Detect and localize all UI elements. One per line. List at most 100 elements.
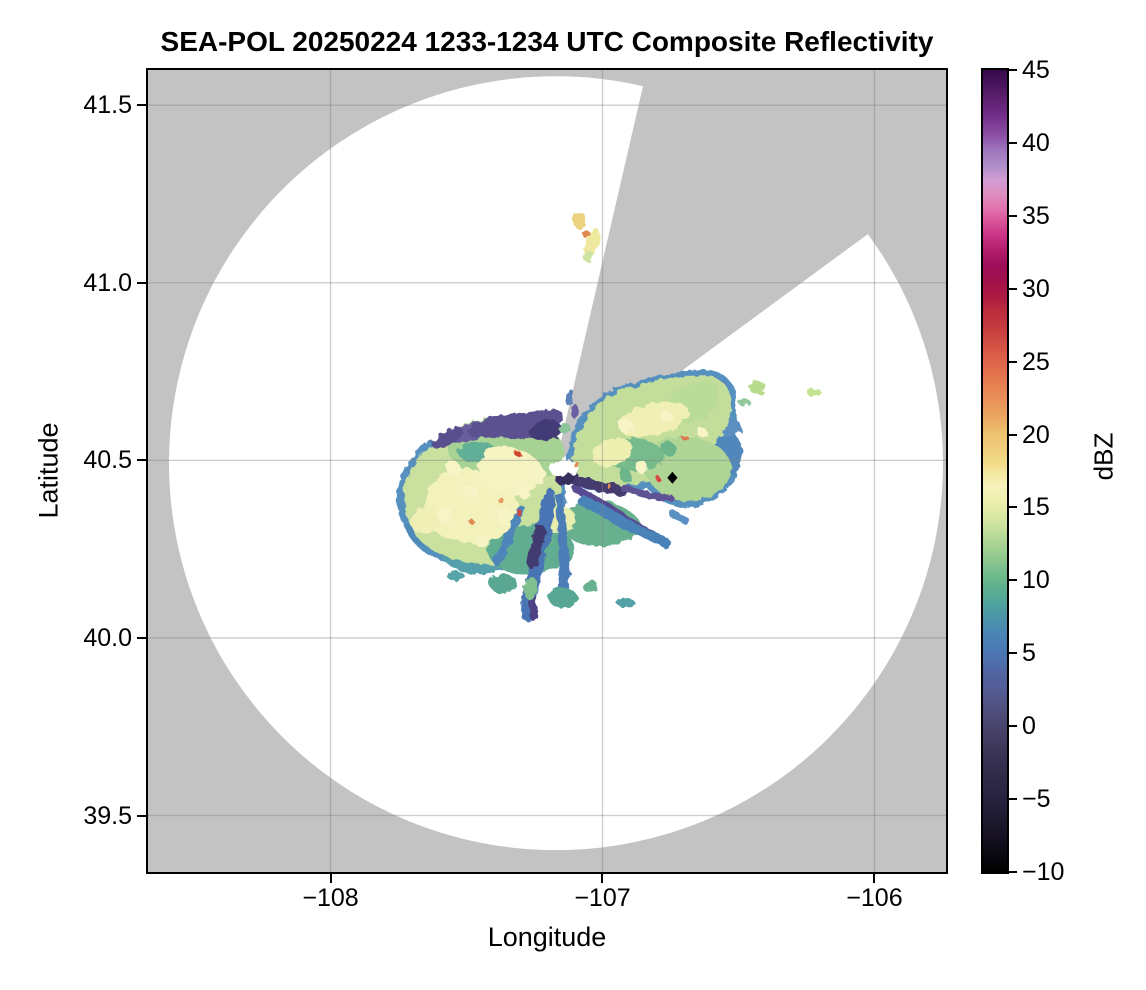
echo-blob <box>624 399 686 441</box>
colorbar-tick-label: 40 <box>1022 128 1050 157</box>
echo-blob <box>406 504 443 533</box>
echo-radial-streak <box>555 493 572 605</box>
colorbar-label: dBZ <box>1088 432 1119 481</box>
y-tick-mark <box>137 636 146 639</box>
y-tick-label: 40.5 <box>83 446 132 475</box>
x-tick-label: −106 <box>846 884 903 912</box>
echo-radial-streak <box>526 523 546 569</box>
x-tick-label: −107 <box>574 884 631 912</box>
echo-blob <box>659 409 671 422</box>
colorbar <box>981 68 1009 874</box>
colorbar-tick-label: 20 <box>1022 420 1050 449</box>
site-marker <box>667 471 678 484</box>
echo-blob <box>465 486 478 499</box>
echo-isolated-cell <box>585 252 595 265</box>
echo-isolated-cell <box>571 209 584 227</box>
echo-blob <box>448 463 463 478</box>
echo-isolated-cell <box>580 228 589 237</box>
y-tick-label: 40.0 <box>83 623 132 652</box>
colorbar-tick-label: 10 <box>1022 566 1050 595</box>
echo-blob <box>525 418 562 438</box>
colorbar-tick-mark <box>1009 214 1017 217</box>
echo-speck <box>607 484 613 490</box>
plot-title: SEA-POL 20250224 1233-1234 UTC Composite… <box>160 26 934 57</box>
y-tick-label: 39.5 <box>83 801 132 830</box>
echo-radial-streak <box>491 501 522 565</box>
echo-blob <box>695 425 705 436</box>
colorbar-tick-mark <box>1009 506 1017 509</box>
echo-blob <box>564 388 575 406</box>
echo-south-cell <box>450 572 466 585</box>
colorbar-tick-mark <box>1009 433 1017 436</box>
radar-map <box>148 70 946 872</box>
reflectivity-echo <box>396 209 821 623</box>
colorbar-tick-label: −10 <box>1022 858 1065 886</box>
missing-sector-wedge <box>555 70 946 464</box>
echo-blob <box>662 442 677 458</box>
colorbar-tick-label: 45 <box>1022 56 1050 84</box>
gridlines <box>148 70 946 872</box>
echo-radial-streak <box>571 475 628 498</box>
echo-speck <box>572 460 578 467</box>
echo-blob <box>493 505 508 520</box>
y-tick-mark <box>137 104 146 107</box>
y-tick-mark <box>137 459 146 462</box>
echo-south-cell <box>489 573 517 594</box>
colorbar-tick-mark <box>1009 69 1017 71</box>
echo-south-cell <box>524 577 539 602</box>
echo-blob <box>437 506 453 524</box>
colorbar-tick-mark <box>1009 141 1017 144</box>
echo-speck <box>467 517 473 523</box>
colorbar-tick-label: 25 <box>1022 347 1050 376</box>
echo-isolated-cell <box>584 226 600 261</box>
x-tick-mark <box>873 874 876 883</box>
echo-blob <box>593 441 637 469</box>
colorbar-tick-mark <box>1009 871 1017 873</box>
x-tick-label: −108 <box>302 884 359 912</box>
echo-radial-streak <box>579 497 668 546</box>
echo-blob <box>474 534 487 547</box>
echo-blob <box>469 407 563 441</box>
colorbar-tick-mark <box>1009 287 1017 290</box>
colorbar-tick-label: 15 <box>1022 493 1050 522</box>
y-tick-label: 41.0 <box>83 268 132 297</box>
y-tick-label: 41.5 <box>83 91 132 120</box>
echo-south-cell <box>552 589 580 613</box>
colorbar-tick-mark <box>1009 725 1017 728</box>
echo-speck <box>657 477 663 483</box>
x-axis-label: Longitude <box>487 922 607 952</box>
echo-blob <box>515 485 526 496</box>
y-tick-mark <box>137 814 146 817</box>
colorbar-tick-label: −5 <box>1022 785 1051 814</box>
echo-blob <box>571 404 580 420</box>
plot-area <box>146 68 948 874</box>
echo-blob <box>638 464 651 477</box>
echo-blob <box>622 472 635 485</box>
colorbar-tick-mark <box>1009 579 1017 582</box>
colorbar-tick-mark <box>1009 360 1017 363</box>
colorbar-tick-label: 0 <box>1022 712 1036 741</box>
echo-south-cell <box>616 597 635 608</box>
echo-south-cell <box>582 580 598 593</box>
echo-isolated-cell <box>805 386 821 397</box>
echo-isolated-cell <box>749 382 768 395</box>
echo-blob <box>558 423 571 433</box>
colorbar-tick-mark <box>1009 798 1017 801</box>
echo-blob <box>622 423 638 438</box>
echo-blob <box>433 427 465 451</box>
echo-speck <box>512 506 519 512</box>
echo-speck <box>682 435 689 441</box>
echo-radial-streak <box>665 506 687 522</box>
missing-data-sector <box>555 70 946 464</box>
colorbar-tick-label: 30 <box>1022 274 1050 303</box>
colorbar-tick-label: 35 <box>1022 201 1050 230</box>
y-tick-mark <box>137 281 146 284</box>
echo-isolated-cell <box>738 398 751 407</box>
echo-speck <box>514 450 521 457</box>
echo-gap <box>545 457 579 475</box>
diamond-marker <box>667 471 678 484</box>
echo-blob <box>422 470 515 543</box>
x-tick-mark <box>329 874 332 883</box>
colorbar-tick-mark <box>1009 652 1017 655</box>
echo-speck <box>495 495 502 501</box>
